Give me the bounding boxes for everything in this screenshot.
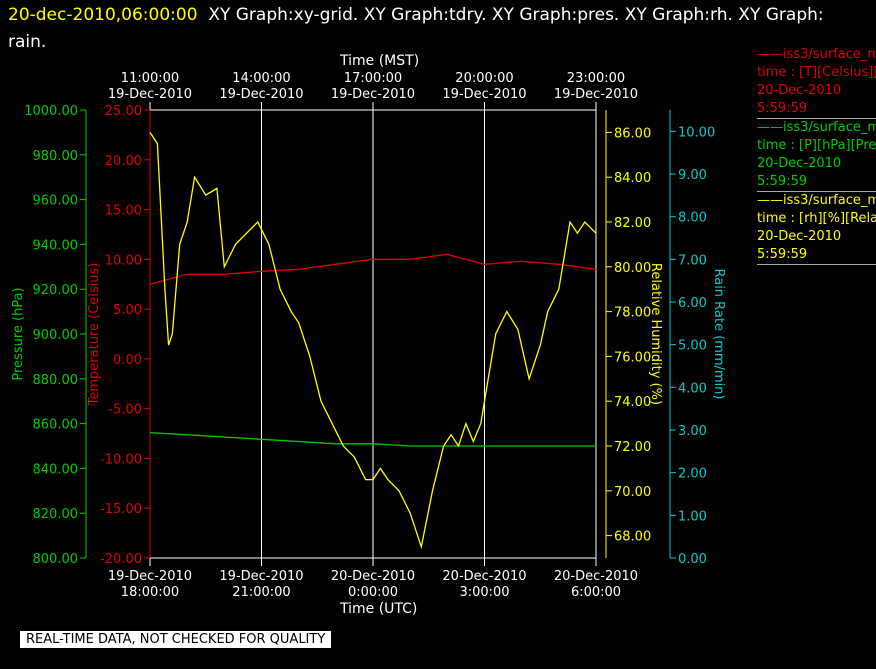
- pressure-axis-tick-label: 920.00: [33, 283, 79, 298]
- temperature-axis-tick-label: -20.00: [100, 552, 142, 567]
- x-tick-label: 14:00:00: [232, 71, 290, 86]
- x-tick-label: 18:00:00: [121, 585, 179, 600]
- x-tick-label: 23:00:00: [567, 71, 625, 86]
- legend-entry-temperature[interactable]: ——iss3/surface_me time : [T][Celsius][T …: [757, 46, 876, 119]
- rain-axis-tick-label: 9.00: [678, 168, 707, 183]
- rain-axis-tick-label: 4.00: [678, 381, 707, 396]
- rain-axis-tick-label: 3.00: [678, 424, 707, 439]
- humidity-axis-tick-label: 70.00: [614, 485, 651, 500]
- graph-list: XY Graph:xy-grid. XY Graph:tdry. XY Grap…: [8, 5, 824, 52]
- temperature-axis-tick-label: -10.00: [100, 452, 142, 467]
- rain-axis-tick-label: 5.00: [678, 339, 707, 354]
- humidity-axis-tick-label: 68.00: [614, 530, 651, 545]
- rain-axis-tick-label: 2.00: [678, 467, 707, 482]
- pressure-axis-tick-label: 880.00: [33, 373, 79, 388]
- legend-time: 5:59:59: [757, 101, 808, 116]
- humidity-axis-tick-label: 72.00: [614, 440, 651, 455]
- x-tick-label: 20-Dec-2010: [331, 569, 415, 584]
- x-tick-label: 21:00:00: [232, 585, 290, 600]
- temperature-axis-tick-label: 15.00: [105, 204, 142, 219]
- quality-notice: REAL-TIME DATA, NOT CHECKED FOR QUALITY: [20, 631, 332, 648]
- rain-axis-tick-label: 8.00: [678, 211, 707, 226]
- legend-date: 20-Dec-2010: [757, 83, 842, 98]
- temperature-axis-tick-label: 25.00: [105, 104, 142, 119]
- temperature-axis-tick-label: 0.00: [113, 353, 142, 368]
- humidity-series-line: [149, 132, 597, 550]
- rain-axis-title: Rain Rate (mm/min): [711, 268, 726, 399]
- temperature-axis-tick-label: -15.00: [100, 502, 142, 517]
- x-tick-label: 6:00:00: [571, 585, 621, 600]
- legend-entry-humidity[interactable]: ——iss3/surface_me time : [rh][%][Relati …: [757, 192, 876, 265]
- rain-axis-tick-label: 7.00: [678, 253, 707, 268]
- x-tick-label: 11:00:00: [121, 71, 179, 86]
- legend-entry-pressure[interactable]: ——iss3/surface_me time : [P][hPa][Pres 2…: [757, 119, 876, 192]
- legend-line: iss3/surface_me: [783, 120, 876, 135]
- pressure-axis-tick-label: 980.00: [33, 149, 79, 164]
- humidity-axis-tick-label: 86.00: [614, 126, 651, 141]
- pressure-axis-tick-label: 900.00: [33, 328, 79, 343]
- rain-axis-tick-label: 0.00: [678, 552, 707, 567]
- x-tick-label: 0:00:00: [348, 585, 398, 600]
- legend-time: 5:59:59: [757, 174, 808, 189]
- pressure-axis-tick-label: 800.00: [33, 552, 79, 567]
- humidity-axis-tick-label: 74.00: [614, 395, 651, 410]
- temperature-axis-tick-label: 20.00: [105, 154, 142, 169]
- x-tick-label: 19-Dec-2010: [331, 87, 415, 102]
- pressure-axis-tick-label: 860.00: [33, 418, 79, 433]
- humidity-axis-tick-label: 78.00: [614, 306, 651, 321]
- legend-field: time : [P][hPa][Pres: [757, 138, 876, 153]
- temperature-axis-title: Temperature (Celsius): [87, 263, 102, 407]
- x-tick-label: 17:00:00: [344, 71, 402, 86]
- pressure-axis-tick-label: 940.00: [33, 238, 79, 253]
- pressure-axis-tick-label: 960.00: [33, 194, 79, 209]
- humidity-axis-tick-label: 84.00: [614, 171, 651, 186]
- x-tick-label: 19-Dec-2010: [108, 87, 192, 102]
- legend: ——iss3/surface_me time : [T][Celsius][T …: [757, 46, 876, 265]
- timestamp: 20-dec-2010,06:00:00: [8, 5, 198, 25]
- x-tick-label: 19-Dec-2010: [442, 87, 526, 102]
- legend-date: 20-Dec-2010: [757, 229, 842, 244]
- x-tick-label: 19-Dec-2010: [554, 87, 638, 102]
- legend-line: iss3/surface_me: [783, 47, 876, 62]
- legend-line: iss3/surface_me: [783, 193, 876, 208]
- legend-field: time : [rh][%][Relati: [757, 211, 876, 226]
- x-tick-label: 20:00:00: [455, 71, 513, 86]
- x-tick-label: 19-Dec-2010: [108, 569, 192, 584]
- x-tick-label: 20-Dec-2010: [442, 569, 526, 584]
- temperature-axis-tick-label: 5.00: [113, 303, 142, 318]
- pressure-series-line: [149, 431, 596, 447]
- rain-axis-tick-label: 1.00: [678, 509, 707, 524]
- x-tick-label: 3:00:00: [459, 585, 509, 600]
- bottom-axis-title: Time (UTC): [340, 601, 418, 617]
- pressure-axis-tick-label: 820.00: [33, 507, 79, 522]
- legend-date: 20-Dec-2010: [757, 156, 842, 171]
- rain-axis-tick-label: 6.00: [678, 296, 707, 311]
- humidity-axis-tick-label: 82.00: [614, 216, 651, 231]
- temperature-axis-tick-label: 10.00: [105, 253, 142, 268]
- legend-time: 5:59:59: [757, 247, 808, 262]
- humidity-axis-tick-label: 76.00: [614, 350, 651, 365]
- pressure-axis-title: Pressure (hPa): [11, 287, 26, 380]
- humidity-axis-tick-label: 80.00: [614, 261, 651, 276]
- top-axis-title: Time (MST): [340, 53, 420, 69]
- x-tick-label: 19-Dec-2010: [219, 569, 303, 584]
- rain-axis-tick-label: 10.00: [678, 125, 715, 140]
- pressure-axis-tick-label: 1000.00: [24, 104, 78, 119]
- window-title: 20-dec-2010,06:00:00 XY Graph:xy-grid. X…: [8, 2, 858, 56]
- pressure-axis-tick-label: 840.00: [33, 462, 79, 477]
- humidity-axis-title: Relative Humidity (%): [648, 263, 663, 405]
- x-tick-label: 20-Dec-2010: [554, 569, 638, 584]
- legend-field: time : [T][Celsius][T: [757, 65, 876, 80]
- temperature-axis-tick-label: -5.00: [108, 403, 142, 418]
- x-tick-label: 19-Dec-2010: [219, 87, 303, 102]
- temperature-series-line: [149, 253, 597, 285]
